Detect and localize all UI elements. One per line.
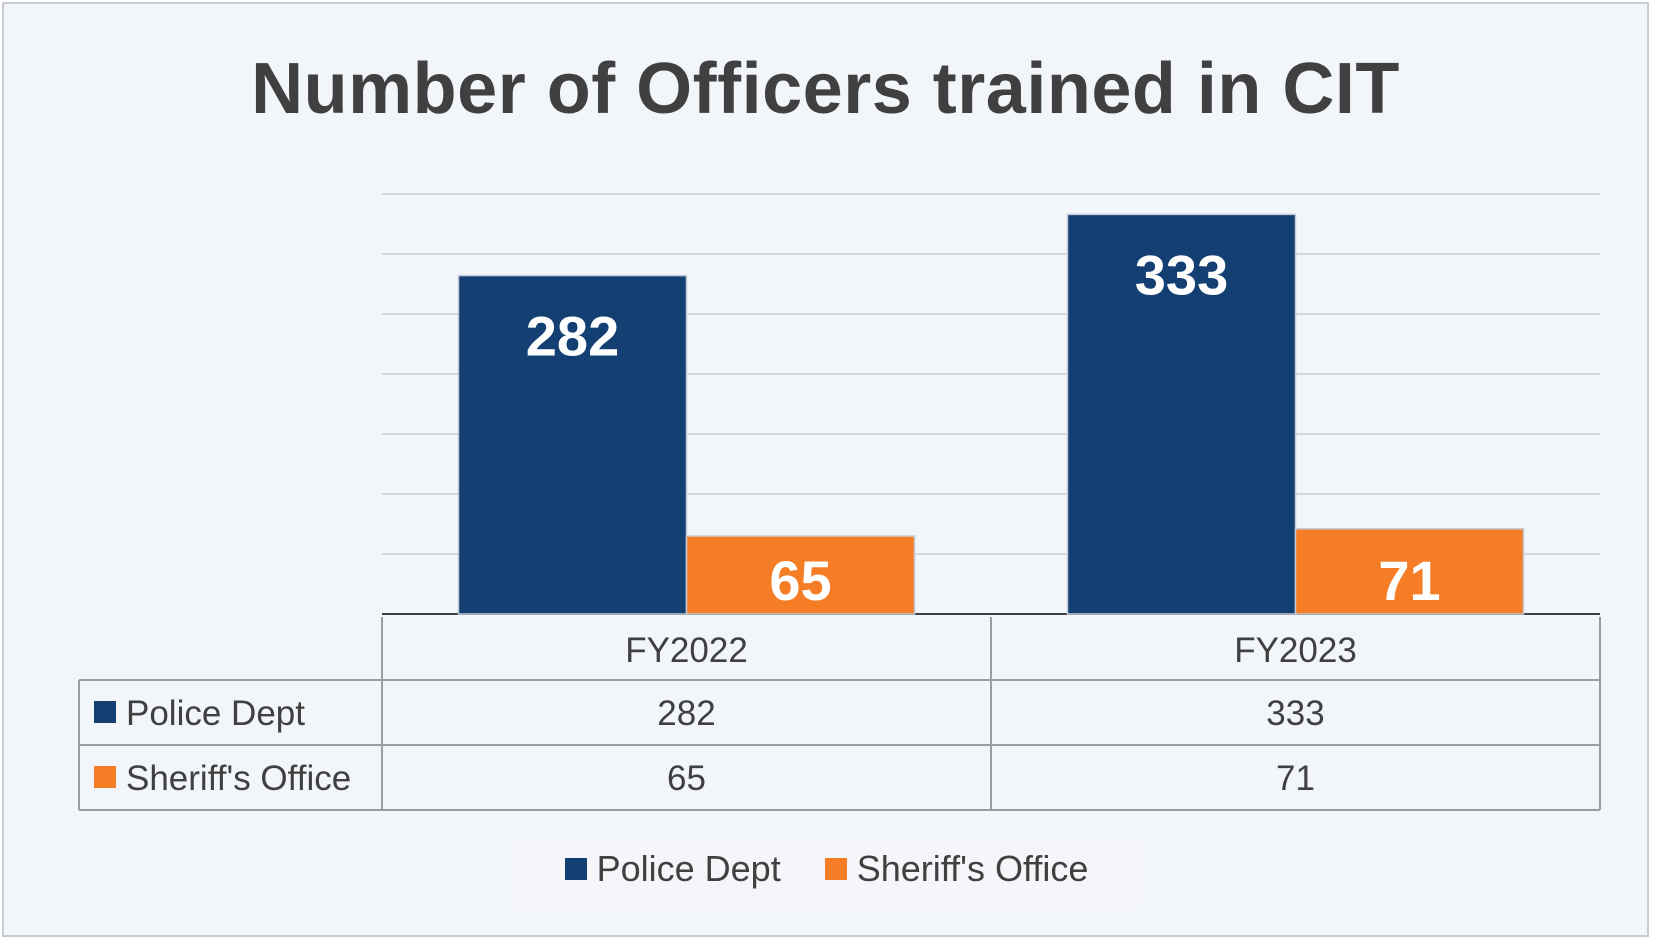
table-cell: 65: [667, 759, 706, 798]
bar: [1294, 528, 1525, 615]
table-cell: 333: [1266, 694, 1324, 733]
table-header-cell: FY2023: [1234, 631, 1357, 670]
legend-item: Sheriff's Office: [824, 848, 1089, 890]
table-cell: 282: [657, 694, 715, 733]
legend-label: Sheriff's Office: [856, 848, 1089, 889]
data-label: 282: [526, 305, 619, 368]
bar-labels: 282 65 333 71: [526, 243, 1441, 612]
data-label: 71: [1378, 549, 1440, 612]
data-label: 65: [769, 549, 831, 612]
legend-item: Police Dept: [564, 848, 781, 890]
data-label: 333: [1135, 243, 1228, 306]
legend: Police Dept Sheriff's Office: [0, 848, 1653, 890]
chart-title: Number of Officers trained in CIT: [251, 49, 1400, 129]
table-legend-key: [94, 766, 116, 788]
table-legend-key: [94, 701, 116, 723]
data-table: FY2022 FY2023 Police Dept 282 333 Sheriff's O…: [78, 617, 1601, 811]
legend-swatch: [564, 858, 587, 880]
table-cell: 71: [1276, 759, 1315, 798]
table-header-cell: FY2022: [625, 631, 748, 670]
table-series-label: Sheriff's Office: [126, 759, 351, 798]
bar: [1066, 213, 1297, 615]
legend-swatch: [824, 858, 847, 880]
table-series-label: Police Dept: [126, 694, 305, 733]
bar: [685, 535, 916, 615]
bars: [457, 213, 1525, 615]
bar: [457, 274, 688, 615]
legend-label: Police Dept: [596, 848, 781, 889]
